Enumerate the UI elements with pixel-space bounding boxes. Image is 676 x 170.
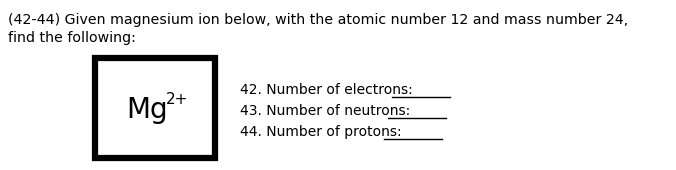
Text: 2+: 2+: [166, 92, 188, 107]
Bar: [95, 58, 215, 158]
Text: find the following:: find the following:: [8, 31, 136, 45]
Text: (42-44) Given magnesium ion below, with the atomic number 12 and mass number 24,: (42-44) Given magnesium ion below, with …: [8, 13, 628, 27]
Text: 44. Number of protons:: 44. Number of protons:: [240, 125, 402, 139]
Text: 43. Number of neutrons:: 43. Number of neutrons:: [240, 104, 410, 118]
Text: Mg: Mg: [126, 96, 168, 124]
Text: 42. Number of electrons:: 42. Number of electrons:: [240, 83, 413, 97]
